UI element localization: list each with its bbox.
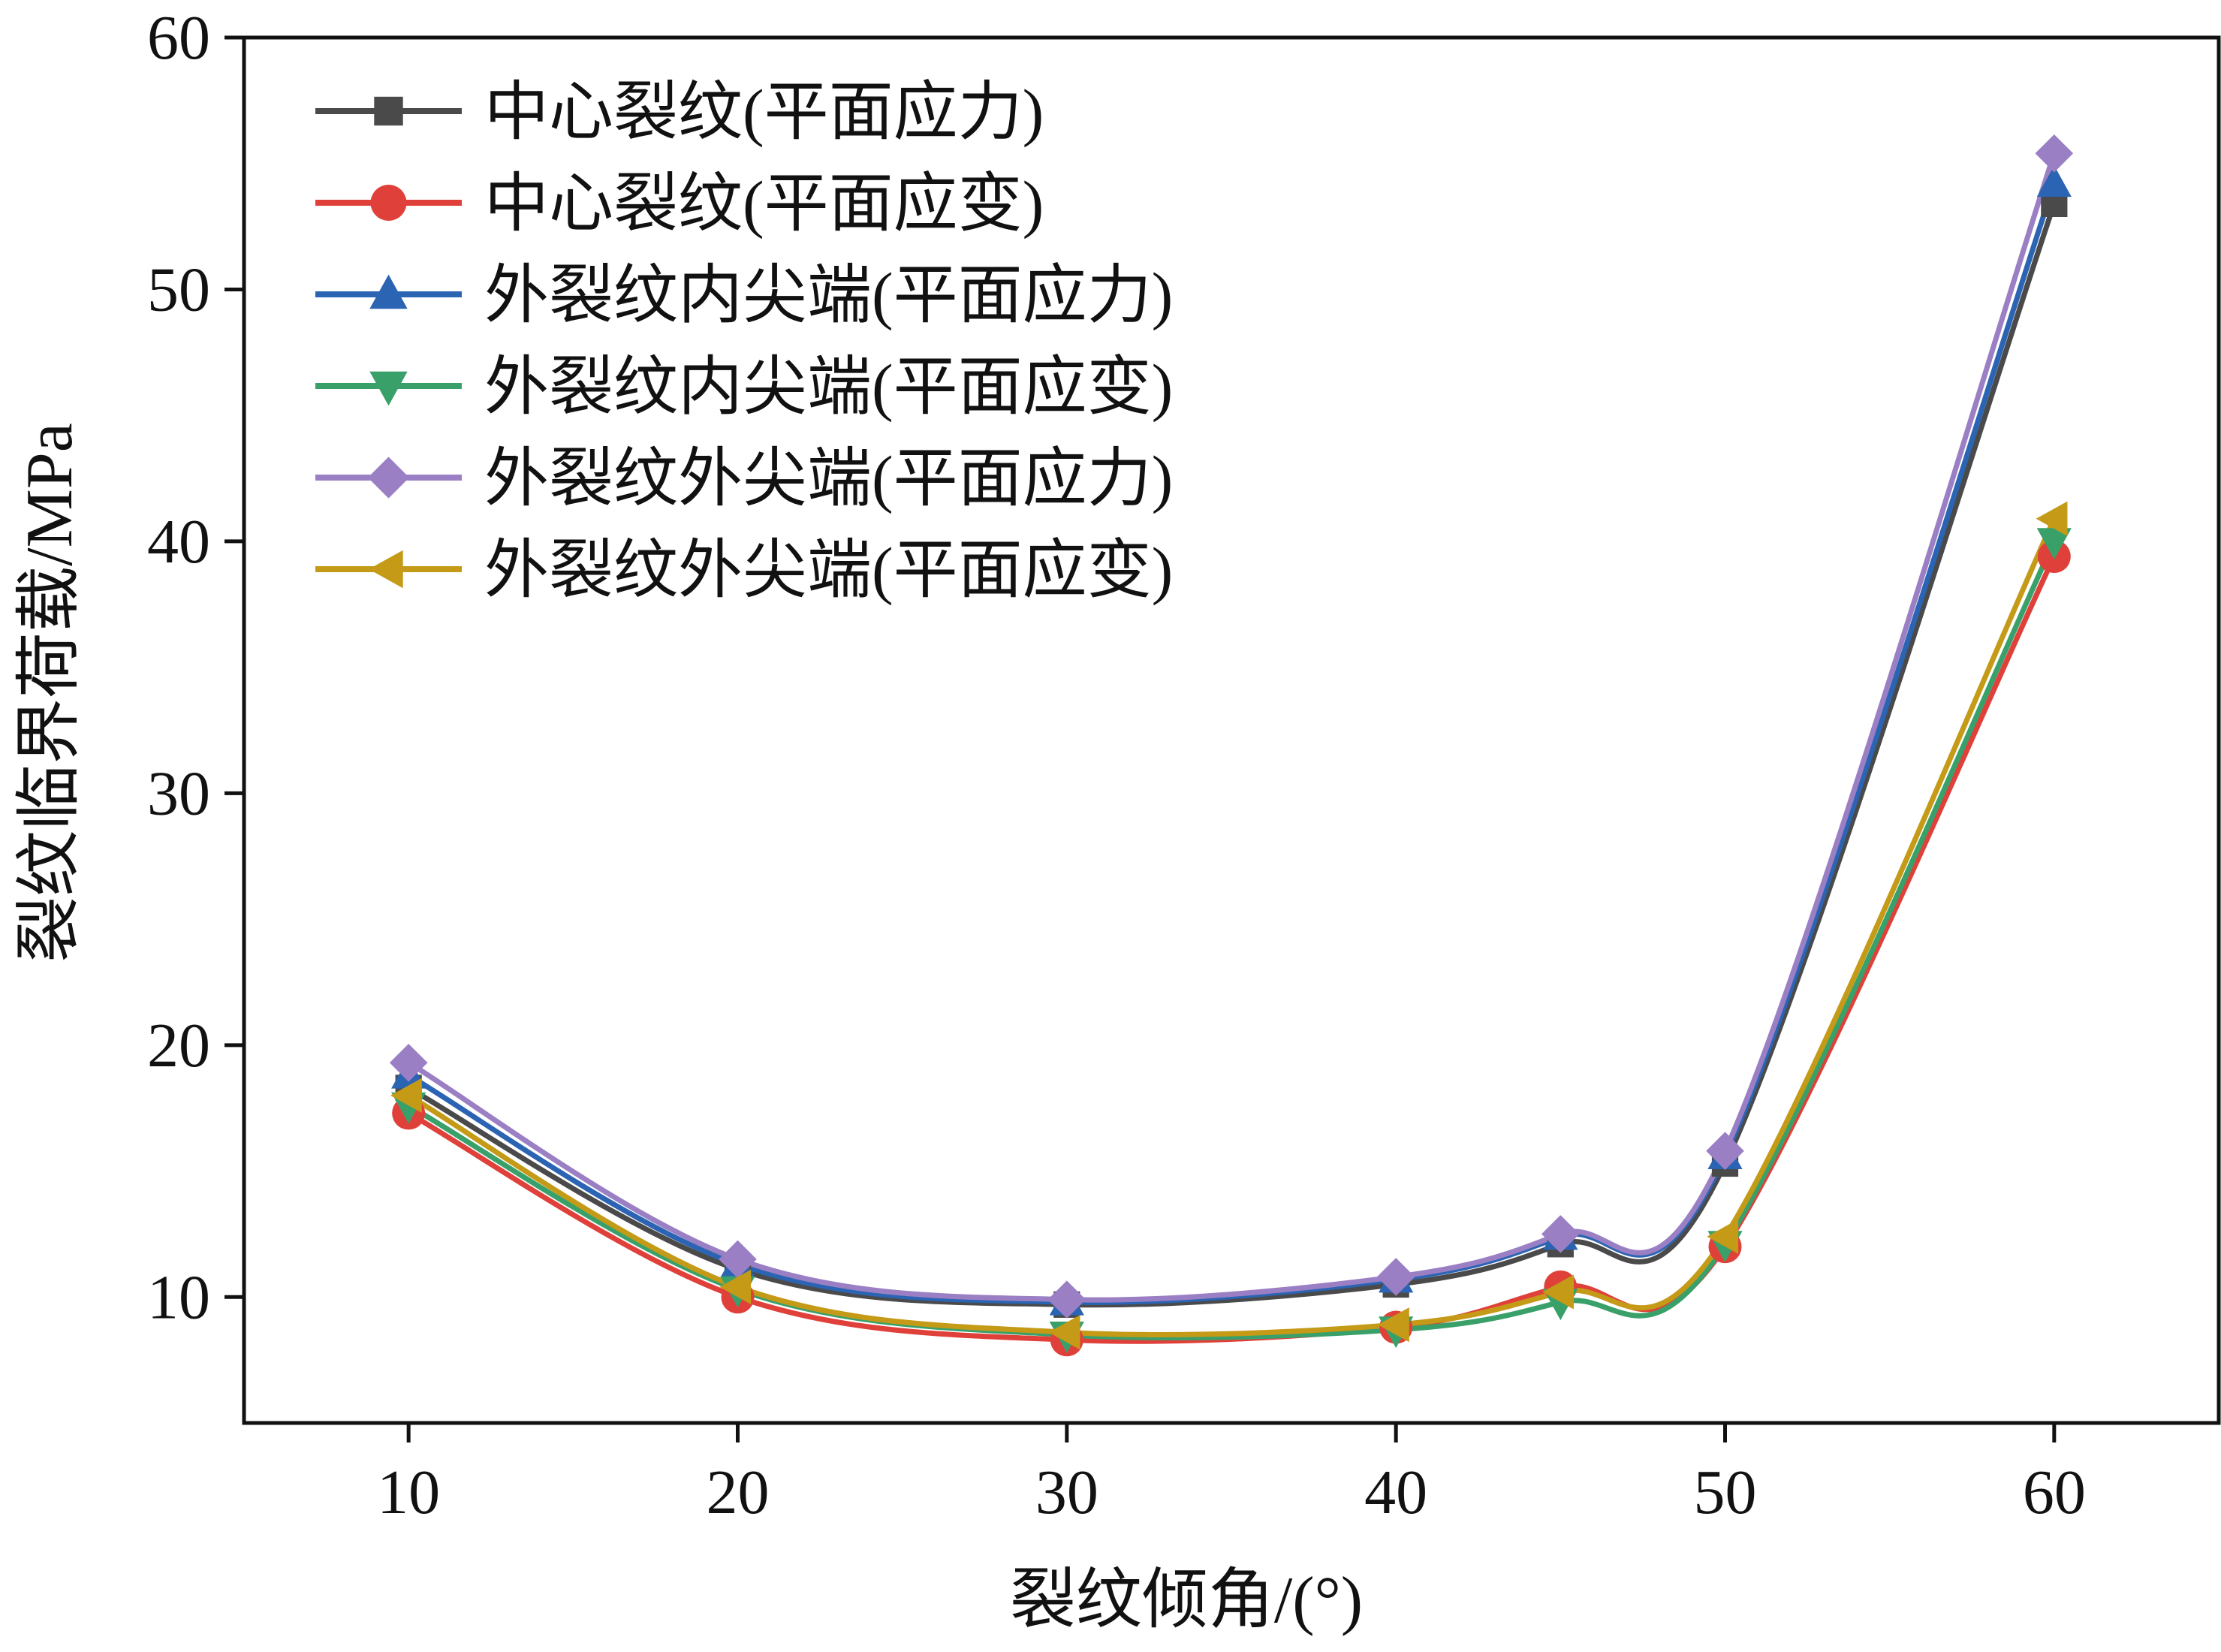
legend-label: 外裂纹外尖端(平面应力) xyxy=(484,442,1173,514)
y-tick-label: 60 xyxy=(147,3,210,73)
x-tick-label: 20 xyxy=(707,1458,770,1527)
data-point-series-4 xyxy=(2036,528,2072,560)
legend-label: 中心裂纹(平面应变) xyxy=(484,167,1044,240)
data-point-series-6 xyxy=(1048,1315,1080,1350)
axis-ticks: 10 20 30 40 50 60 10 20 30 40 50 60 xyxy=(147,3,2086,1527)
data-point-series-5 xyxy=(719,1240,757,1279)
x-tick-label: 30 xyxy=(1035,1458,1098,1527)
legend-marker xyxy=(374,96,403,126)
legend-marker xyxy=(370,185,407,221)
y-tick-label: 10 xyxy=(147,1262,210,1332)
data-point-series-6 xyxy=(1707,1219,1739,1254)
legend: 中心裂纹(平面应力) 中心裂纹(平面应变) 外裂纹内尖端(平面应力) 外裂纹内尖端(平… xyxy=(315,76,1173,606)
x-tick-label: 60 xyxy=(2023,1458,2086,1527)
data-point-series-6 xyxy=(1542,1274,1574,1310)
legend-item-3: 外裂纹内尖端(平面应力) xyxy=(315,259,1173,331)
data-point-series-3 xyxy=(2036,165,2072,197)
legend-marker xyxy=(367,457,410,499)
legend-item-6: 外裂纹外尖端(平面应变) xyxy=(315,534,1173,606)
data-point-series-5 xyxy=(2035,134,2074,173)
x-tick-label: 50 xyxy=(1694,1458,1757,1527)
data-point-series-6 xyxy=(1377,1307,1409,1343)
plot-frame xyxy=(242,35,2221,1425)
data-point-series-5 xyxy=(1541,1215,1580,1253)
y-tick-label: 20 xyxy=(147,1011,210,1081)
data-point-series-5 xyxy=(389,1044,428,1082)
legend-marker xyxy=(369,274,408,309)
data-point-series-6 xyxy=(390,1078,422,1114)
legend-item-5: 外裂纹外尖端(平面应力) xyxy=(315,442,1173,514)
legend-label: 外裂纹内尖端(平面应变) xyxy=(484,351,1173,423)
data-point-series-5 xyxy=(1706,1132,1744,1171)
y-tick-label: 50 xyxy=(147,255,210,324)
series-lines xyxy=(405,150,2057,1344)
x-tick-label: 40 xyxy=(1364,1458,1427,1527)
axes xyxy=(242,35,2221,1425)
legend-marker xyxy=(369,550,403,589)
x-axis-title: 裂纹倾角/(°) xyxy=(1010,1564,1363,1637)
x-tick-label: 10 xyxy=(377,1458,440,1527)
legend-item-4: 外裂纹内尖端(平面应变) xyxy=(315,351,1173,423)
series-markers xyxy=(389,134,2074,1357)
data-point-series-5 xyxy=(1047,1280,1086,1319)
legend-item-1: 中心裂纹(平面应力) xyxy=(315,76,1044,148)
data-point-series-6 xyxy=(719,1269,752,1304)
legend-item-2: 中心裂纹(平面应变) xyxy=(315,167,1044,240)
data-point-series-5 xyxy=(1376,1258,1415,1296)
legend-label: 中心裂纹(平面应力) xyxy=(484,76,1044,148)
data-point-series-6 xyxy=(2036,501,2068,536)
legend-label: 外裂纹内尖端(平面应力) xyxy=(484,259,1173,331)
legend-label: 外裂纹外尖端(平面应变) xyxy=(484,534,1173,606)
y-axis-title: 裂纹临界荷载/MPa xyxy=(14,423,86,963)
y-tick-label: 30 xyxy=(147,758,210,828)
y-tick-label: 40 xyxy=(147,507,210,577)
legend-marker xyxy=(369,371,408,406)
